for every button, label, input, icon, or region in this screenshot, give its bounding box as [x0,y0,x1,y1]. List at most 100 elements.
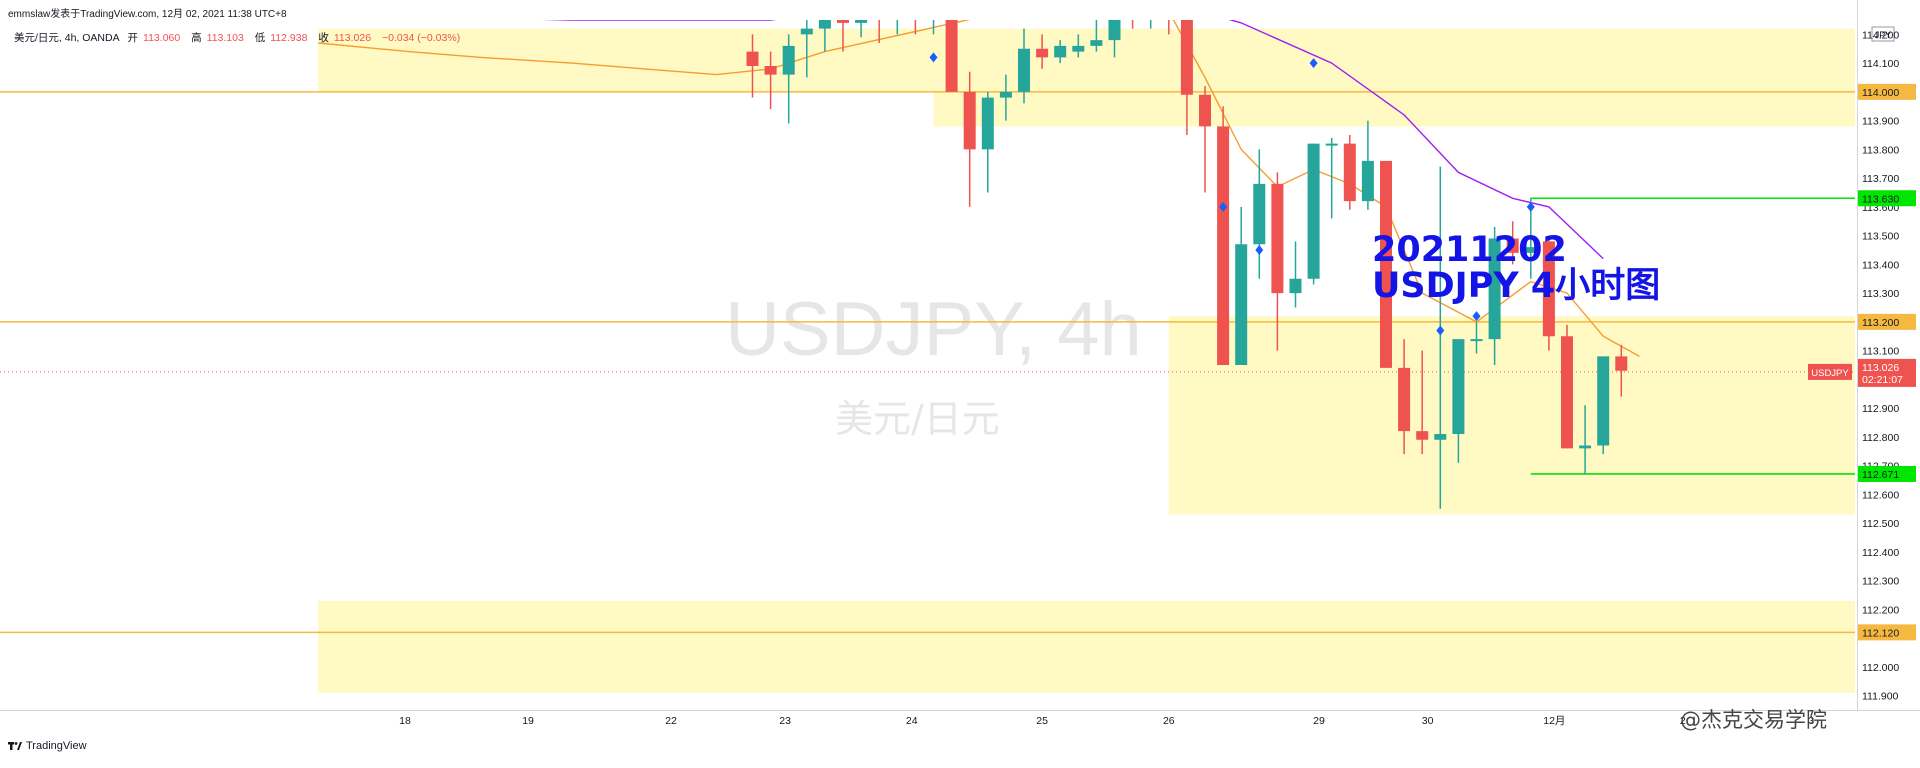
candle-body-35 [1380,160,1392,368]
background-name-watermark: 美元/日元 [835,397,1000,441]
corner-watermark: @杰克交易学院 [1680,708,1827,732]
price-tick-0: 114.200 [1862,29,1899,41]
candle-body-29 [1271,183,1284,294]
price-tick-16: 112.300 [1862,576,1899,588]
close-label: 收 [318,32,329,44]
low-value: 112.938 [270,32,308,44]
time-tick-9: 12月 [1543,715,1565,727]
candle-body-27 [1235,244,1248,365]
price-tick-10: 112.900 [1862,403,1899,415]
signal-below-0 [929,52,938,63]
signal-below-3 [1526,201,1535,212]
overlay-title: 20211202 USDJPY 4小时图 [1372,232,1660,304]
price-tick-1: 114.100 [1862,58,1899,70]
time-tick-2: 22 [665,715,677,727]
countdown-label: 02:21:07 [1862,374,1903,386]
zone-2 [318,600,1855,693]
candle-body-47 [1597,356,1610,446]
candle-body-38 [1434,434,1447,440]
candle-body-32 [1325,143,1338,146]
zone-0-upper [318,28,1855,92]
level-label-3: 113.630 [1862,193,1899,205]
time-tick-4: 24 [906,715,918,727]
price-tick-6: 113.500 [1862,231,1899,243]
candle-body-33 [1343,143,1356,202]
background-symbol-watermark: USDJPY, 4h [725,287,1142,372]
overlay-subtitle: USDJPY 4小时图 [1372,266,1661,306]
zone-0-lower [933,91,1855,127]
price-tick-13: 112.600 [1862,489,1899,501]
overlay-date: 20211202 [1372,230,1567,270]
candle-body-14 [999,91,1012,98]
price-tick-7: 113.400 [1862,259,1899,271]
level-label-box-1 [1858,313,1916,330]
ma-slow-line [540,20,1604,260]
candle-body-42 [1506,238,1519,253]
candle-body-7 [873,11,885,17]
price-tick-8: 113.300 [1862,288,1899,300]
level-label-0: 114.000 [1862,87,1899,99]
signal-above-1 [1436,325,1445,336]
candle-body-24 [1180,20,1193,95]
candle-body-2 [782,45,795,75]
candle-body-17 [1054,45,1067,58]
close-value: 113.026 [333,32,372,44]
candle-body-19 [1090,40,1103,46]
time-tick-6: 26 [1163,715,1175,727]
candle-body-23 [1163,6,1175,20]
plot-area: USDJPY, 4h 美元/日元 [0,6,1855,693]
price-tick-17: 112.200 [1862,604,1899,616]
high-label: 高 [191,32,202,44]
signal-below-2 [1309,58,1318,69]
candle-body-44 [1542,241,1555,337]
signal-above-2 [1472,311,1481,322]
candle-body-9 [909,14,921,17]
price-tick-9: 113.100 [1862,346,1899,358]
tradingview-brand: TradingView [26,740,87,752]
time-tick-10: 2 [1680,715,1686,727]
price-tick-4: 113.700 [1862,173,1899,185]
tradingview-logo[interactable]: TradingView [8,740,87,752]
candle-body-3 [800,28,813,35]
level-label-1: 113.200 [1862,317,1899,329]
low-label: 低 [254,32,266,44]
candle-body-25 [1199,94,1211,127]
price-tick-15: 112.400 [1862,547,1899,559]
symbol-tag: USDJPY [1811,368,1849,379]
symbol-legend: 美元/日元, 4h, OANDA 开 113.060 高 113.103 低 112.… [14,30,468,45]
high-value: 113.103 [206,32,244,44]
level-label-4: 112.671 [1862,469,1899,481]
candle-body-45 [1561,336,1573,449]
candle-body-15 [1018,48,1030,92]
currency-label: JPY [1875,30,1892,40]
level-label-box-3 [1858,190,1916,207]
change-value: −0.034 (−0.03%) [381,32,461,44]
price-tick-3: 113.800 [1862,144,1899,156]
candle-body-20 [1108,20,1121,41]
candle-body-41 [1488,238,1501,340]
price-tick-19: 111.900 [1862,691,1899,703]
candle-body-40 [1470,339,1483,342]
signal-below-1 [1219,201,1228,212]
candle-body-22 [1145,6,1157,12]
candle-body-37 [1416,431,1429,440]
level-label-box-0 [1858,83,1916,100]
candle-body-5 [837,20,849,23]
symbol-line: 美元/日元, 4h, OANDA [14,32,120,44]
symbol-tag-box [1808,363,1852,380]
candle-body-1 [764,66,777,75]
candle-body-31 [1307,143,1320,279]
candle-body-10 [928,14,940,17]
time-tick-5: 25 [1036,715,1048,727]
signal-above-0 [1255,245,1264,255]
zone-1 [1168,316,1855,515]
candle-body-28 [1253,183,1266,245]
time-tick-11: 3 [1808,715,1814,727]
currency-box [1871,26,1895,42]
candle-body-13 [981,97,994,150]
candle-body-4 [818,20,831,29]
price-tick-11: 112.800 [1862,432,1899,444]
time-tick-7: 29 [1313,715,1325,727]
